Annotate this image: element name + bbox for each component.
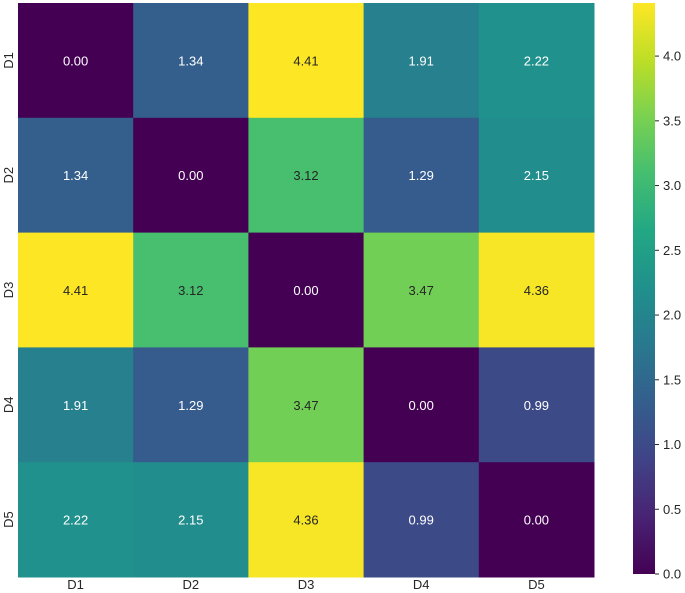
heatmap-cell-D4-D4	[363, 347, 480, 463]
colorbar	[633, 3, 655, 574]
x-axis-tick-labels: D1 D2 D3 D4 D5	[67, 577, 544, 592]
heatmap-cell-value-label: 3.47	[409, 283, 434, 298]
heatmap-cell-D2-D4	[363, 117, 480, 234]
heatmap-cell-D5-D1	[18, 462, 134, 578]
x-tick-label: D5	[528, 577, 545, 592]
heatmap-cell-D1-D2	[133, 3, 249, 119]
heatmap-cell-D3-D4	[363, 232, 480, 348]
heatmap-cell-value-label: 0.99	[524, 398, 549, 413]
heatmap-cell-D5-D5	[478, 462, 595, 578]
heatmap-cell-D5-D3	[248, 462, 365, 578]
heatmap-cell-D1-D5	[478, 3, 595, 119]
colorbar-tick-label: 2.0	[663, 308, 681, 323]
y-axis-tick-labels: D1 D2 D3 D4 D5	[1, 52, 16, 528]
y-tick-label: D3	[1, 282, 16, 299]
x-tick-label: D2	[182, 577, 199, 592]
y-tick-label: D1	[1, 52, 16, 69]
heatmap-cell-value-label: 0.00	[409, 398, 434, 413]
heatmap-cell-D3-D5	[478, 232, 595, 348]
x-tick-label: D3	[298, 577, 315, 592]
heatmap-cell-D1-D1	[18, 3, 134, 119]
heatmap-cell-value-label: 2.22	[524, 53, 549, 68]
heatmap-cell-value-label: 3.12	[178, 283, 203, 298]
colorbar-tick-label: 4.0	[663, 49, 681, 64]
heatmap-cell-value-label: 0.99	[409, 513, 434, 528]
heatmap-cell-value-label: 1.34	[178, 53, 203, 68]
heatmap-cell-D4-D1	[18, 347, 134, 463]
heatmap-cell-value-label: 2.22	[63, 513, 88, 528]
x-tick-label: D4	[413, 577, 430, 592]
heatmap-cell-value-label: 0.00	[524, 513, 549, 528]
heatmap-cell-value-label: 0.00	[63, 53, 88, 68]
heatmap-cell-value-label: 0.00	[178, 168, 203, 183]
heatmap-cell-value-label: 0.00	[293, 283, 318, 298]
heatmap-cell-D3-D3	[248, 232, 365, 348]
heatmap-cell-D5-D4	[363, 462, 480, 578]
heatmap-cell-value-label: 3.47	[293, 398, 318, 413]
heatmap-cells	[18, 3, 595, 578]
heatmap-cell-value-label: 1.29	[409, 168, 434, 183]
colorbar-tick-label: 0.0	[663, 567, 681, 582]
heatmap-cell-D2-D5	[478, 117, 595, 234]
colorbar-tick-label: 0.5	[663, 502, 681, 517]
heatmap-cell-value-label: 3.12	[293, 168, 318, 183]
heatmap-cell-value-label: 1.91	[409, 53, 434, 68]
colorbar-tick-label: 2.5	[663, 243, 681, 258]
heatmap-cell-value-label: 2.15	[178, 513, 203, 528]
heatmap-cell-D1-D3	[248, 3, 365, 119]
heatmap-cell-value-label: 1.91	[63, 398, 88, 413]
colorbar-tick-label: 1.5	[663, 372, 681, 387]
heatmap-cell-value-label: 4.41	[293, 53, 318, 68]
heatmap-cell-value-label: 1.34	[63, 168, 88, 183]
heatmap-cell-value-label: 2.15	[524, 168, 549, 183]
heatmap-cell-D3-D1	[18, 232, 134, 348]
colorbar-tick-label: 3.0	[663, 178, 681, 193]
heatmap-cell-D2-D1	[18, 117, 134, 234]
heatmap-cell-value-label: 4.36	[524, 283, 549, 298]
heatmap-cell-D3-D2	[133, 232, 249, 348]
y-tick-label: D2	[1, 167, 16, 184]
heatmap-cell-D2-D2	[133, 117, 249, 234]
heatmap-cell-value-label: 4.41	[63, 283, 88, 298]
y-tick-label: D5	[1, 511, 16, 528]
colorbar-tick-label: 3.5	[663, 113, 681, 128]
heatmap-cell-D1-D4	[363, 3, 480, 119]
heatmap-cell-value-label: 1.29	[178, 398, 203, 413]
x-tick-label: D1	[67, 577, 84, 592]
heatmap-cell-D4-D2	[133, 347, 249, 463]
heatmap-cell-D4-D3	[248, 347, 365, 463]
colorbar-tick-labels: 0.0 0.5 1.0 1.5 2.0 2.5 3.0 3.5 4.0	[655, 49, 681, 582]
y-tick-label: D4	[1, 396, 16, 413]
colorbar-tick-label: 1.0	[663, 437, 681, 452]
heatmap-cell-value-label: 4.36	[293, 513, 318, 528]
heatmap-cell-D5-D2	[133, 462, 249, 578]
heatmap-cell-D4-D5	[478, 347, 595, 463]
heatmap-cell-D2-D3	[248, 117, 365, 234]
heatmap-cell-labels: 0.00 1.34 4.41 1.91 2.22 1.34 0.00 3.12 1.29 2.15…	[63, 53, 549, 527]
